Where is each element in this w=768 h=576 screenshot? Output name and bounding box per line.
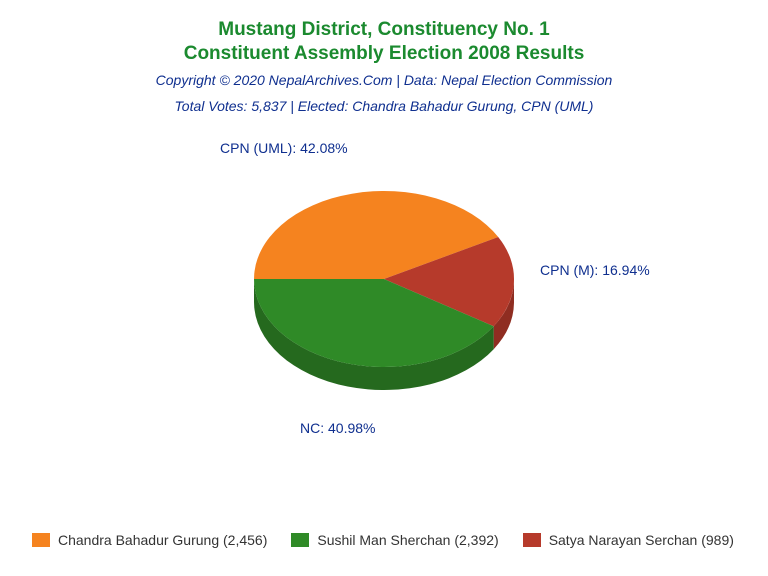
slice-label: NC: 40.98%	[300, 420, 375, 436]
stats-line: Total Votes: 5,837 | Elected: Chandra Ba…	[0, 98, 768, 114]
legend-swatch	[291, 533, 309, 547]
legend-item: Sushil Man Sherchan (2,392)	[291, 532, 498, 548]
copyright-line: Copyright © 2020 NepalArchives.Com | Dat…	[0, 72, 768, 88]
chart-title-line1: Mustang District, Constituency No. 1	[0, 18, 768, 42]
legend-item: Satya Narayan Serchan (989)	[523, 532, 734, 548]
legend-text: Sushil Man Sherchan (2,392)	[317, 532, 498, 548]
legend-item: Chandra Bahadur Gurung (2,456)	[32, 532, 267, 548]
slice-label: CPN (M): 16.94%	[540, 262, 650, 278]
header-block: Mustang District, Constituency No. 1 Con…	[0, 0, 768, 114]
slice-label: CPN (UML): 42.08%	[220, 140, 348, 156]
legend-text: Chandra Bahadur Gurung (2,456)	[58, 532, 267, 548]
legend: Chandra Bahadur Gurung (2,456) Sushil Man…	[32, 532, 736, 548]
legend-text: Satya Narayan Serchan (989)	[549, 532, 734, 548]
pie-svg	[0, 114, 768, 454]
legend-swatch	[32, 533, 50, 547]
legend-swatch	[523, 533, 541, 547]
pie-chart: CPN (UML): 42.08% CPN (M): 16.94% NC: 40.9…	[0, 114, 768, 454]
chart-title-line2: Constituent Assembly Election 2008 Resul…	[0, 42, 768, 66]
